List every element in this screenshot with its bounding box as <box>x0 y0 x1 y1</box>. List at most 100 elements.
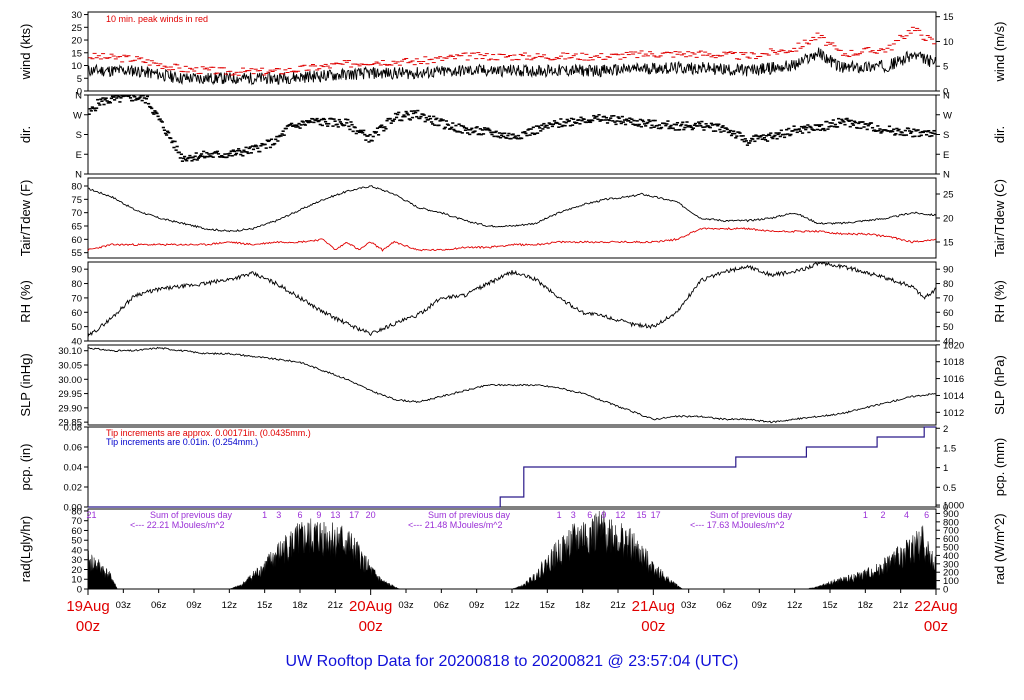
rh-ytick-label-left: 90 <box>71 265 82 276</box>
rh-line <box>87 261 937 338</box>
rad-ytick-label-right: 0 <box>943 585 948 596</box>
x-tick-label: 12z <box>787 600 803 611</box>
temp-ytick-label-left: 70 <box>71 208 82 219</box>
slp-ytick-label-right: 1016 <box>943 374 964 385</box>
rh-frame <box>87 261 937 342</box>
temp-ytick-label-left: 60 <box>71 235 82 246</box>
dir-ytick-label-left: N <box>75 170 82 181</box>
rad-hour-mark: 12 <box>615 510 625 520</box>
pcp-ytick-label-left: 0.00 <box>64 503 83 514</box>
rad-hour-mark: 17 <box>349 510 359 520</box>
dir-ytick-label-right: S <box>943 130 949 141</box>
rh-ytick-label-left: 40 <box>71 337 82 348</box>
x-tick-label: 06z <box>151 600 167 611</box>
pcp-ytick-label-right: 2 <box>943 424 948 435</box>
x-tick-label: 18z <box>575 600 591 611</box>
chart-title: UW Rooftop Data for 20200818 to 20200821… <box>286 653 739 670</box>
slp-ytick-label-left: 30.10 <box>58 346 82 357</box>
slp-ytick-label-right: 1014 <box>943 391 964 402</box>
rh-ytick-label-right: 70 <box>943 293 954 304</box>
rh-ytick-label-right: 40 <box>943 337 954 348</box>
temp-dew-line <box>87 227 937 252</box>
rad-annotation: <--- 22.21 MJoules/m^2 <box>130 520 225 530</box>
wind-ytick-label-left: 10 <box>71 61 82 72</box>
pcp-ytick-label-right: 0.5 <box>943 483 956 494</box>
rad-annotation: <--- 21.48 MJoules/m^2 <box>408 520 503 530</box>
wind-frame <box>87 11 937 92</box>
pcp-line <box>88 426 936 508</box>
x-tick-label: 09z <box>186 600 202 611</box>
slp-ytick-label-left: 29.95 <box>58 389 82 400</box>
x-tick-label: 18z <box>292 600 308 611</box>
rad-hour-mark: 6 <box>297 510 302 520</box>
rh-ytick-label-right: 90 <box>943 265 954 276</box>
wind-ytick-label-left: 5 <box>77 74 82 85</box>
temp-ylabel-right: Tair/Tdew (C) <box>992 179 1007 257</box>
panels-group: wind (kts) wind (m/s)05101520253005101510… <box>18 10 1007 595</box>
temp-ytick-label-left: 80 <box>71 182 82 193</box>
rad-hour-mark: 1 <box>262 510 267 520</box>
rad-hour-mark: 3 <box>276 510 281 520</box>
rh-ytick-label-right: 80 <box>943 279 954 290</box>
slp-ytick-label-left: 30.00 <box>58 375 82 386</box>
temp-ytick-label-left: 65 <box>71 222 82 233</box>
x-tick-label: 03z <box>116 600 132 611</box>
pcp-ytick-label-left: 0.06 <box>64 443 83 454</box>
temp-frame <box>87 177 937 259</box>
dir-ytick-label-left: W <box>73 110 82 121</box>
slp-ylabel-left: SLP (inHg) <box>18 353 33 416</box>
rad-hour-mark: 17 <box>651 510 661 520</box>
wind-ylabel-left: wind (kts) <box>18 24 33 81</box>
dir-ytick-label-right: W <box>943 110 952 121</box>
rad-hour-mark: 20 <box>366 510 376 520</box>
dir-ytick-label-right: N <box>943 170 950 181</box>
rad-hour-mark: 15 <box>637 510 647 520</box>
temp-ylabel-left: Tair/Tdew (F) <box>18 180 33 257</box>
rad-ytick-label-left: 30 <box>71 555 82 566</box>
slp-ytick-label-left: 29.85 <box>58 418 82 429</box>
x-tick-label: 12z <box>504 600 520 611</box>
rad-ytick-label-left: 50 <box>71 536 82 547</box>
temp-ytick-label-right: 15 <box>943 238 954 249</box>
x-date-label: 20Aug <box>349 598 392 615</box>
temp-ytick-label-left: 75 <box>71 195 82 206</box>
rad-hour-mark: 6 <box>587 510 592 520</box>
dir-ytick-label-left: N <box>75 91 82 102</box>
rh-ytick-label-left: 50 <box>71 322 82 333</box>
x-tick-label: 21z <box>610 600 626 611</box>
x-date-sub-label: 00z <box>924 618 948 635</box>
temp-ytick-label-left: 55 <box>71 248 82 259</box>
x-tick-label: 12z <box>222 600 238 611</box>
rad-hour-mark: 21 <box>87 510 97 520</box>
rad-ytick-label-left: 40 <box>71 545 82 556</box>
rad-annotation: Sum of previous day <box>710 510 793 520</box>
rad-hour-mark: 6 <box>924 510 929 520</box>
rad-ytick-label-right: 600 <box>943 534 959 545</box>
pcp-ytick-label-left: 0.04 <box>64 463 83 474</box>
pcp-ytick-label-right: 0 <box>943 503 948 514</box>
x-tick-label: 21z <box>893 600 909 611</box>
x-tick-label: 06z <box>434 600 450 611</box>
slp-ytick-label-left: 29.90 <box>58 403 82 414</box>
rad-ytick-label-left: 0 <box>77 585 82 596</box>
rh-ytick-label-left: 60 <box>71 308 82 319</box>
x-tick-label: 09z <box>752 600 768 611</box>
x-tick-label: 15z <box>540 600 556 611</box>
rad-hour-mark: 3 <box>571 510 576 520</box>
slp-line <box>87 346 937 424</box>
temp-ytick-label-right: 25 <box>943 190 954 201</box>
rad-annotation: Sum of previous day <box>428 510 511 520</box>
wind-ytick-label-right: 10 <box>943 37 954 48</box>
pcp-ytick-label-left: 0.08 <box>64 423 83 434</box>
rad-ytick-label-left: 70 <box>71 516 82 527</box>
x-date-sub-label: 00z <box>76 618 100 635</box>
rad-hour-mark: 1 <box>863 510 868 520</box>
rh-ylabel-right: RH (%) <box>992 280 1007 323</box>
rad-ytick-label-left: 80 <box>71 506 82 517</box>
rh-ylabel-left: RH (%) <box>18 280 33 323</box>
slp-ytick-label-right: 1018 <box>943 357 964 368</box>
x-date-label: 22Aug <box>914 598 957 615</box>
dir-ytick-label-right: E <box>943 150 949 161</box>
pcp-annotation-blue: Tip increments are 0.01in. (0.254mm.) <box>106 437 258 447</box>
rad-hour-mark: 4 <box>904 510 909 520</box>
